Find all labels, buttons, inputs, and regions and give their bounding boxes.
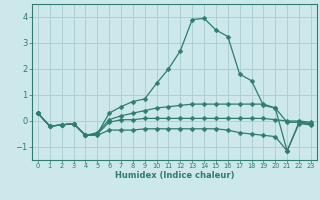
X-axis label: Humidex (Indice chaleur): Humidex (Indice chaleur) bbox=[115, 171, 234, 180]
